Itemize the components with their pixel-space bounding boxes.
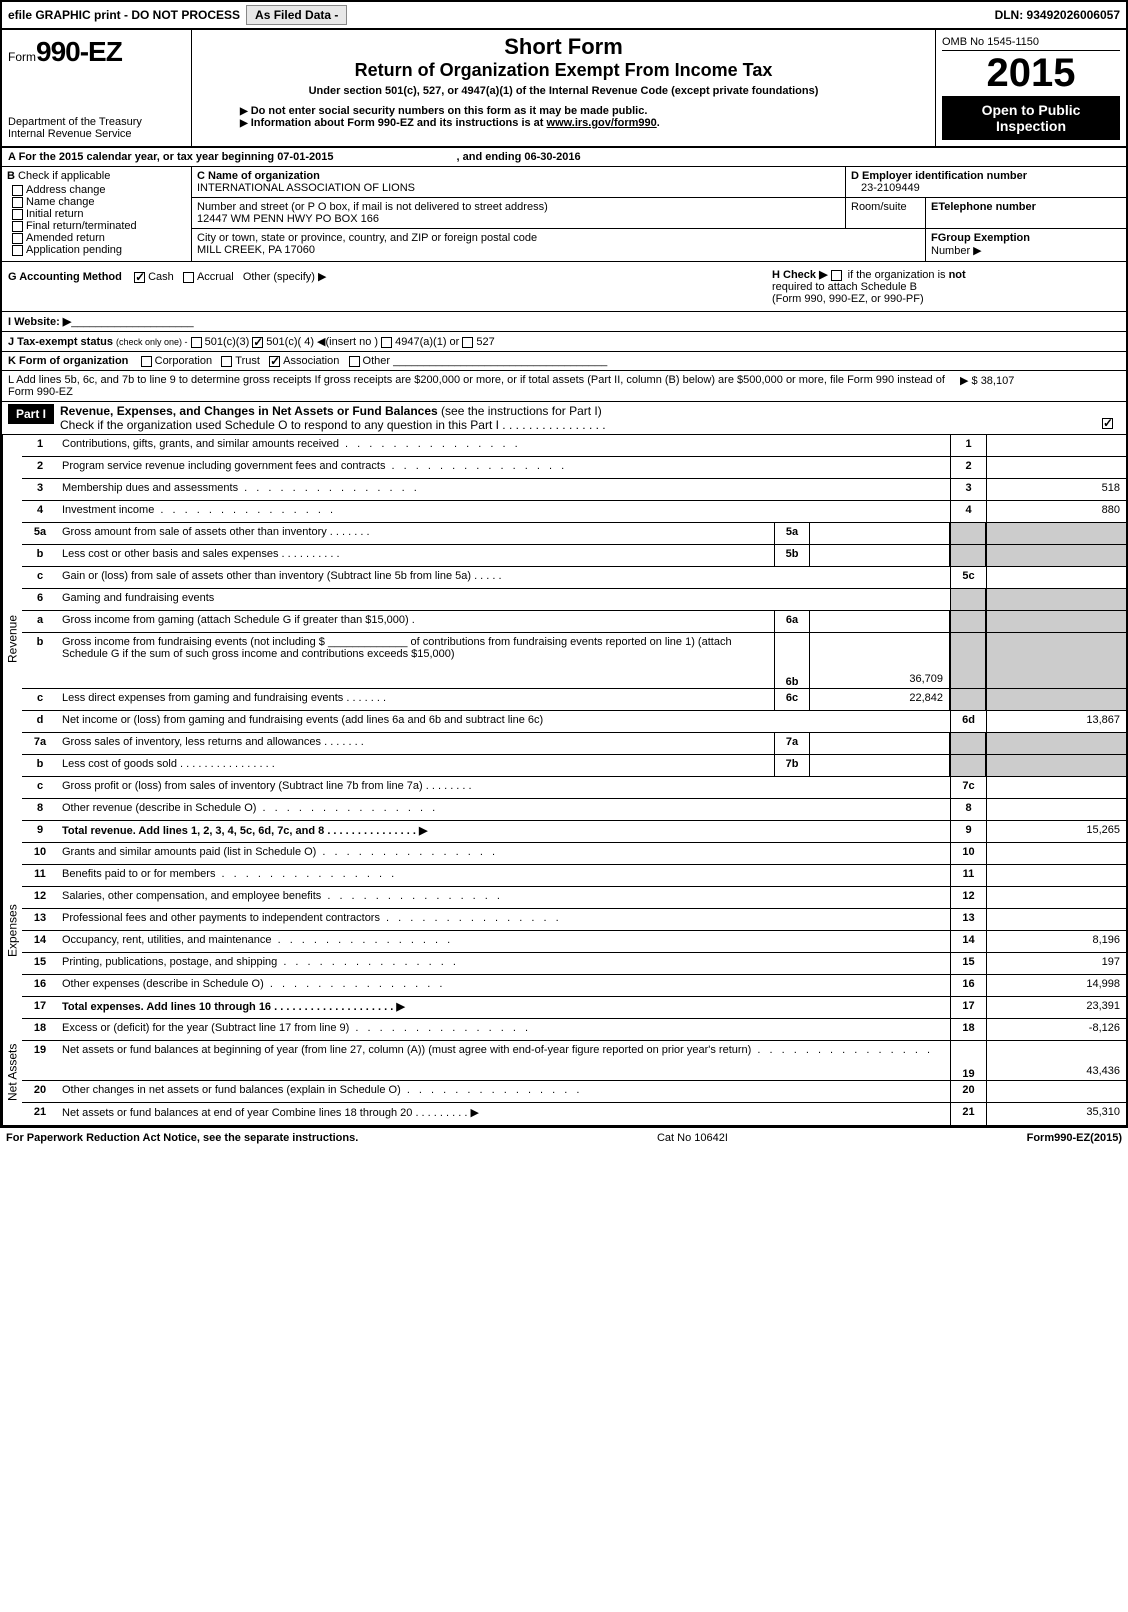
efile-label: efile GRAPHIC print - DO NOT PROCESS bbox=[8, 8, 240, 22]
form-title: Return of Organization Exempt From Incom… bbox=[200, 60, 927, 81]
street-value: 12447 WM PENN HWY PO BOX 166 bbox=[197, 213, 840, 225]
netassets-side-label: Net Assets bbox=[2, 1019, 22, 1125]
section-g-label: G Accounting Method bbox=[8, 271, 122, 283]
expenses-block: Expenses 10Grants and similar amounts pa… bbox=[2, 843, 1126, 1019]
chk-name-change[interactable]: Name change bbox=[12, 196, 181, 208]
chk-other-org[interactable] bbox=[349, 356, 360, 367]
header-left: Form990-EZ Department of the Treasury In… bbox=[2, 30, 192, 146]
top-bar: efile GRAPHIC print - DO NOT PROCESS As … bbox=[2, 2, 1126, 30]
revenue-side-label: Revenue bbox=[2, 435, 22, 843]
header-mid: Short Form Return of Organization Exempt… bbox=[192, 30, 936, 146]
sections-bcdef: B Check if applicable Address change Nam… bbox=[2, 167, 1126, 262]
form-prefix: Form bbox=[8, 50, 36, 64]
chk-corp[interactable] bbox=[141, 356, 152, 367]
chk-trust[interactable] bbox=[221, 356, 232, 367]
city-label: City or town, state or province, country… bbox=[197, 232, 920, 244]
inspection-box: Open to Public Inspection bbox=[942, 96, 1120, 140]
section-k: K Form of organization Corporation Trust… bbox=[2, 352, 1126, 371]
chk-schedule-o[interactable] bbox=[1102, 418, 1113, 429]
chk-amended-return[interactable]: Amended return bbox=[12, 232, 181, 244]
dept-label: Department of the Treasury bbox=[8, 116, 185, 128]
form-subtitle: Under section 501(c), 527, or 4947(a)(1)… bbox=[200, 85, 927, 97]
ein-value: 23-2109449 bbox=[851, 182, 1121, 194]
dln-label: DLN: 93492026006057 bbox=[995, 8, 1120, 22]
section-c-name-label: C Name of organization bbox=[197, 170, 840, 182]
section-a: A For the 2015 calendar year, or tax yea… bbox=[2, 148, 1126, 167]
irs-label: Internal Revenue Service bbox=[8, 128, 185, 140]
chk-schedule-b[interactable] bbox=[831, 270, 842, 281]
section-b: B Check if applicable Address change Nam… bbox=[2, 167, 192, 261]
tax-year: 2015 bbox=[942, 51, 1120, 96]
section-i: I Website: ▶____________________ bbox=[2, 311, 1126, 332]
footer-left: For Paperwork Reduction Act Notice, see … bbox=[6, 1132, 358, 1144]
org-name: INTERNATIONAL ASSOCIATION OF LIONS bbox=[197, 182, 840, 194]
chk-application-pending[interactable]: Application pending bbox=[12, 244, 181, 256]
chk-527[interactable] bbox=[462, 337, 473, 348]
chk-initial-return[interactable]: Initial return bbox=[12, 208, 181, 220]
gross-receipts-value: ▶ $ 38,107 bbox=[960, 374, 1120, 398]
chk-assoc[interactable] bbox=[269, 356, 280, 367]
notice-2: Information about Form 990-EZ and its in… bbox=[240, 117, 927, 129]
chk-501c3[interactable] bbox=[191, 337, 202, 348]
header-right: OMB No 1545-1150 2015 Open to Public Ins… bbox=[936, 30, 1126, 146]
footer-right: Form990-EZ(2015) bbox=[1027, 1132, 1122, 1144]
form-container: efile GRAPHIC print - DO NOT PROCESS As … bbox=[0, 0, 1128, 1127]
expenses-side-label: Expenses bbox=[2, 843, 22, 1019]
footer-mid: Cat No 10642I bbox=[657, 1132, 728, 1144]
form-footer: For Paperwork Reduction Act Notice, see … bbox=[0, 1127, 1128, 1148]
chk-4947[interactable] bbox=[381, 337, 392, 348]
city-value: MILL CREEK, PA 17060 bbox=[197, 244, 920, 256]
chk-address-change[interactable]: Address change bbox=[12, 184, 181, 196]
part-1-header: Part I Revenue, Expenses, and Changes in… bbox=[2, 402, 1126, 435]
section-e-label: ETelephone number bbox=[926, 198, 1126, 228]
section-d-label: D Employer identification number bbox=[851, 170, 1121, 182]
chk-final-return[interactable]: Final return/terminated bbox=[12, 220, 181, 232]
part-1-label: Part I bbox=[8, 404, 54, 424]
chk-cash[interactable] bbox=[134, 272, 145, 283]
chk-accrual[interactable] bbox=[183, 272, 194, 283]
netassets-block: Net Assets 18Excess or (deficit) for the… bbox=[2, 1019, 1126, 1125]
notice-1: Do not enter social security numbers on … bbox=[240, 105, 927, 117]
section-l: L Add lines 5b, 6c, and 7b to line 9 to … bbox=[2, 371, 1126, 402]
form-header: Form990-EZ Department of the Treasury In… bbox=[2, 30, 1126, 148]
short-form-title: Short Form bbox=[200, 34, 927, 60]
room-suite-label: Room/suite bbox=[846, 198, 926, 228]
form-number: 990-EZ bbox=[36, 36, 122, 67]
as-filed-button[interactable]: As Filed Data - bbox=[246, 5, 347, 25]
revenue-block: Revenue 1Contributions, gifts, grants, a… bbox=[2, 435, 1126, 843]
section-f-label: FGroup Exemption bbox=[931, 232, 1121, 244]
street-label: Number and street (or P O box, if mail i… bbox=[197, 201, 840, 213]
section-j: J Tax-exempt status (check only one) - 5… bbox=[2, 332, 1126, 352]
omb-number: OMB No 1545-1150 bbox=[942, 36, 1120, 51]
chk-501c[interactable] bbox=[252, 337, 263, 348]
section-f-label2: Number ▶ bbox=[931, 244, 1121, 257]
irs-link[interactable]: www.irs.gov/form990 bbox=[547, 117, 657, 129]
